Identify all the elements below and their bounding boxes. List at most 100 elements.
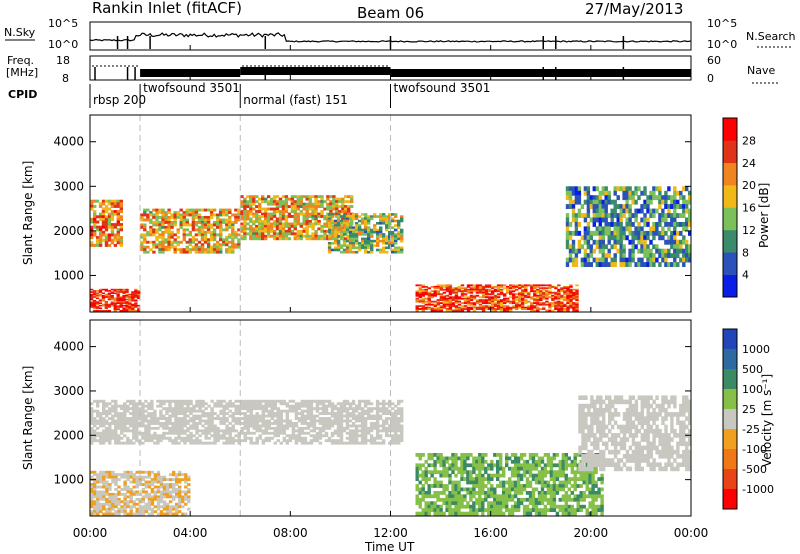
heatmap-cell xyxy=(135,431,139,435)
heatmap-cell xyxy=(354,233,359,236)
heatmap-cell xyxy=(276,424,280,428)
heatmap-cell xyxy=(357,412,362,415)
heatmap-cell xyxy=(107,290,111,292)
heatmap-cell xyxy=(138,475,142,479)
heatmap-cell xyxy=(150,497,155,501)
heatmap-cell xyxy=(93,233,97,237)
heatmap-cell xyxy=(400,426,404,430)
heatmap-cell xyxy=(261,429,265,433)
heatmap-cell xyxy=(506,288,510,291)
heatmap-cell xyxy=(327,219,332,223)
heatmap-cell xyxy=(171,409,175,413)
heatmap-cell xyxy=(613,235,617,241)
heatmap-cell xyxy=(688,244,692,250)
heatmap-cell xyxy=(619,239,623,245)
heatmap-cell xyxy=(306,441,311,445)
heatmap-cell xyxy=(275,200,280,204)
heatmap-cell xyxy=(282,419,286,423)
heatmap-cell xyxy=(178,470,182,474)
heatmap-cell xyxy=(162,502,167,506)
heatmap-cell xyxy=(240,205,244,208)
heatmap-cell xyxy=(487,300,492,303)
heatmap-cell xyxy=(598,195,602,201)
heatmap-cell xyxy=(385,235,389,238)
heatmap-cell xyxy=(442,299,447,302)
heatmap-cell xyxy=(153,478,158,482)
heatmap-cell xyxy=(333,441,338,445)
heatmap-cell xyxy=(162,492,167,496)
heatmap-cell xyxy=(200,223,205,227)
heatmap-cell xyxy=(92,291,97,293)
heatmap-cell xyxy=(125,293,129,296)
heatmap-cell xyxy=(388,412,392,415)
heatmap-cell xyxy=(128,307,132,309)
heatmap-cell xyxy=(266,222,271,226)
heatmap-cell xyxy=(357,402,362,406)
colorbar-label: 28 xyxy=(742,134,756,147)
heatmap-cell xyxy=(323,215,327,218)
heatmap-cell xyxy=(284,215,289,218)
heatmap-cell xyxy=(445,308,450,310)
heatmap-cell xyxy=(128,297,132,300)
heatmap-cell xyxy=(460,463,464,468)
heatmap-cell xyxy=(542,308,546,310)
heatmap-cell xyxy=(290,202,295,206)
heatmap-cell xyxy=(360,441,365,445)
heatmap-cell xyxy=(312,436,317,440)
heatmap-cell xyxy=(143,225,147,229)
heatmap-cell xyxy=(153,497,158,501)
heatmap-cell xyxy=(267,414,271,418)
heatmap-cell xyxy=(539,293,543,296)
heatmap-cell xyxy=(189,412,193,415)
heatmap-cell xyxy=(183,429,187,433)
heatmap-cell xyxy=(116,300,120,302)
heatmap-cell xyxy=(320,205,324,208)
heatmap-cell xyxy=(114,510,118,514)
heatmap-cell xyxy=(571,239,576,245)
heatmap-cell xyxy=(347,205,351,208)
heatmap-cell xyxy=(234,218,238,222)
heatmap-cell xyxy=(361,213,365,216)
heatmap-cell xyxy=(324,439,329,443)
heatmap-cell xyxy=(571,230,576,236)
heatmap-cell xyxy=(191,228,196,232)
heatmap-cell xyxy=(278,217,283,221)
heatmap-cell xyxy=(664,217,668,223)
heatmap-cell xyxy=(524,285,528,288)
heatmap-cell xyxy=(117,492,121,496)
heatmap-cell xyxy=(143,211,147,214)
heatmap-cell xyxy=(619,257,623,263)
heatmap-cell xyxy=(345,436,350,440)
heatmap-cell xyxy=(249,399,253,403)
heatmap-cell xyxy=(155,245,159,249)
heatmap-cell xyxy=(113,307,117,309)
heatmap-cell xyxy=(108,402,112,406)
heatmap-cell xyxy=(113,199,118,203)
heatmap-cell xyxy=(341,200,345,204)
heatmap-cell xyxy=(382,441,386,445)
heatmap-cell xyxy=(430,463,434,468)
heatmap-cell xyxy=(338,220,342,223)
heatmap-cell xyxy=(551,294,555,297)
heatmap-cell xyxy=(527,294,531,297)
heatmap-cell xyxy=(309,404,314,408)
heatmap-cell xyxy=(539,284,543,287)
heatmap-cell xyxy=(658,262,662,267)
heatmap-cell xyxy=(652,208,656,214)
heatmap-cell xyxy=(607,190,611,196)
heatmap-cell xyxy=(117,478,121,482)
heatmap-cell xyxy=(110,301,114,303)
heatmap-cell xyxy=(191,213,196,217)
heatmap-cell xyxy=(179,213,183,217)
heatmap-cell xyxy=(472,508,476,512)
heatmap-cell xyxy=(619,208,623,214)
heatmap-cell xyxy=(249,202,253,206)
heatmap-cell xyxy=(129,500,133,504)
heatmap-cell xyxy=(457,508,461,512)
heatmap-cell xyxy=(667,208,671,214)
heatmap-cell xyxy=(613,213,617,218)
heatmap-cell xyxy=(366,407,371,411)
heatmap-cell xyxy=(336,248,341,252)
heatmap-cell xyxy=(117,414,121,418)
heatmap-cell xyxy=(646,257,650,263)
